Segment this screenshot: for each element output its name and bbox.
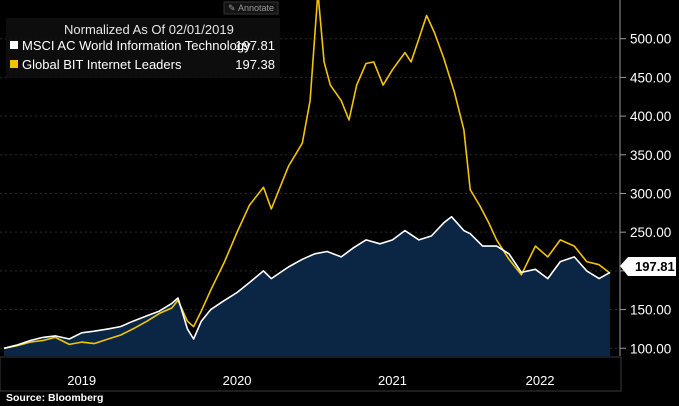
msci-area-fill: [4, 216, 610, 356]
annotate-button-bg[interactable]: [223, 1, 279, 15]
annotate-label: Annotate: [238, 3, 274, 13]
y-tick-label: 500.00: [630, 32, 671, 47]
y-tick-label: 100.00: [630, 341, 671, 356]
x-axis-labels: 2019 2020 2021 2022: [67, 373, 554, 388]
legend-value-bit: 197.38: [235, 57, 275, 72]
x-tick-label-2020: 2020: [223, 373, 252, 388]
y-tick-label: 350.00: [630, 148, 671, 163]
legend-label-bit: Global BIT Internet Leaders: [22, 57, 182, 72]
series-line-global-bit-internet-leaders: [3, 0, 611, 350]
annotate-pencil-icon: ✎: [228, 3, 236, 13]
y-tick-label: 150.00: [630, 303, 671, 318]
legend-title: Normalized As Of 02/01/2019: [64, 22, 234, 37]
source-note: Source: Bloomberg: [6, 392, 103, 404]
y-tick-label: 450.00: [630, 70, 671, 85]
legend-label-msci: MSCI AC World Information Technology: [22, 38, 251, 53]
legend-swatch-bit: [10, 60, 18, 68]
y-tick-label: 250.00: [630, 225, 671, 240]
y-tick-label: 400.00: [630, 109, 671, 124]
y-tick-label: 300.00: [630, 186, 671, 201]
x-tick-label-2022: 2022: [526, 373, 555, 388]
legend-value-msci: 197.81: [235, 38, 275, 53]
legend-swatch-msci: [10, 41, 18, 49]
last-value-label: 197.81: [620, 257, 676, 276]
last-value-text: 197.81: [635, 259, 675, 274]
x-axis-band: [0, 356, 622, 392]
annotate-button[interactable]: ✎ Annotate: [223, 1, 279, 15]
legend: Normalized As Of 02/01/2019 MSCI AC Worl…: [6, 18, 280, 78]
last-value-pointer: [620, 257, 676, 276]
legend-box: [6, 18, 280, 78]
x-tick-label-2021: 2021: [378, 373, 407, 388]
series-line-msci-ac-world-it: [3, 215, 611, 350]
x-tick-label-2019: 2019: [67, 373, 96, 388]
